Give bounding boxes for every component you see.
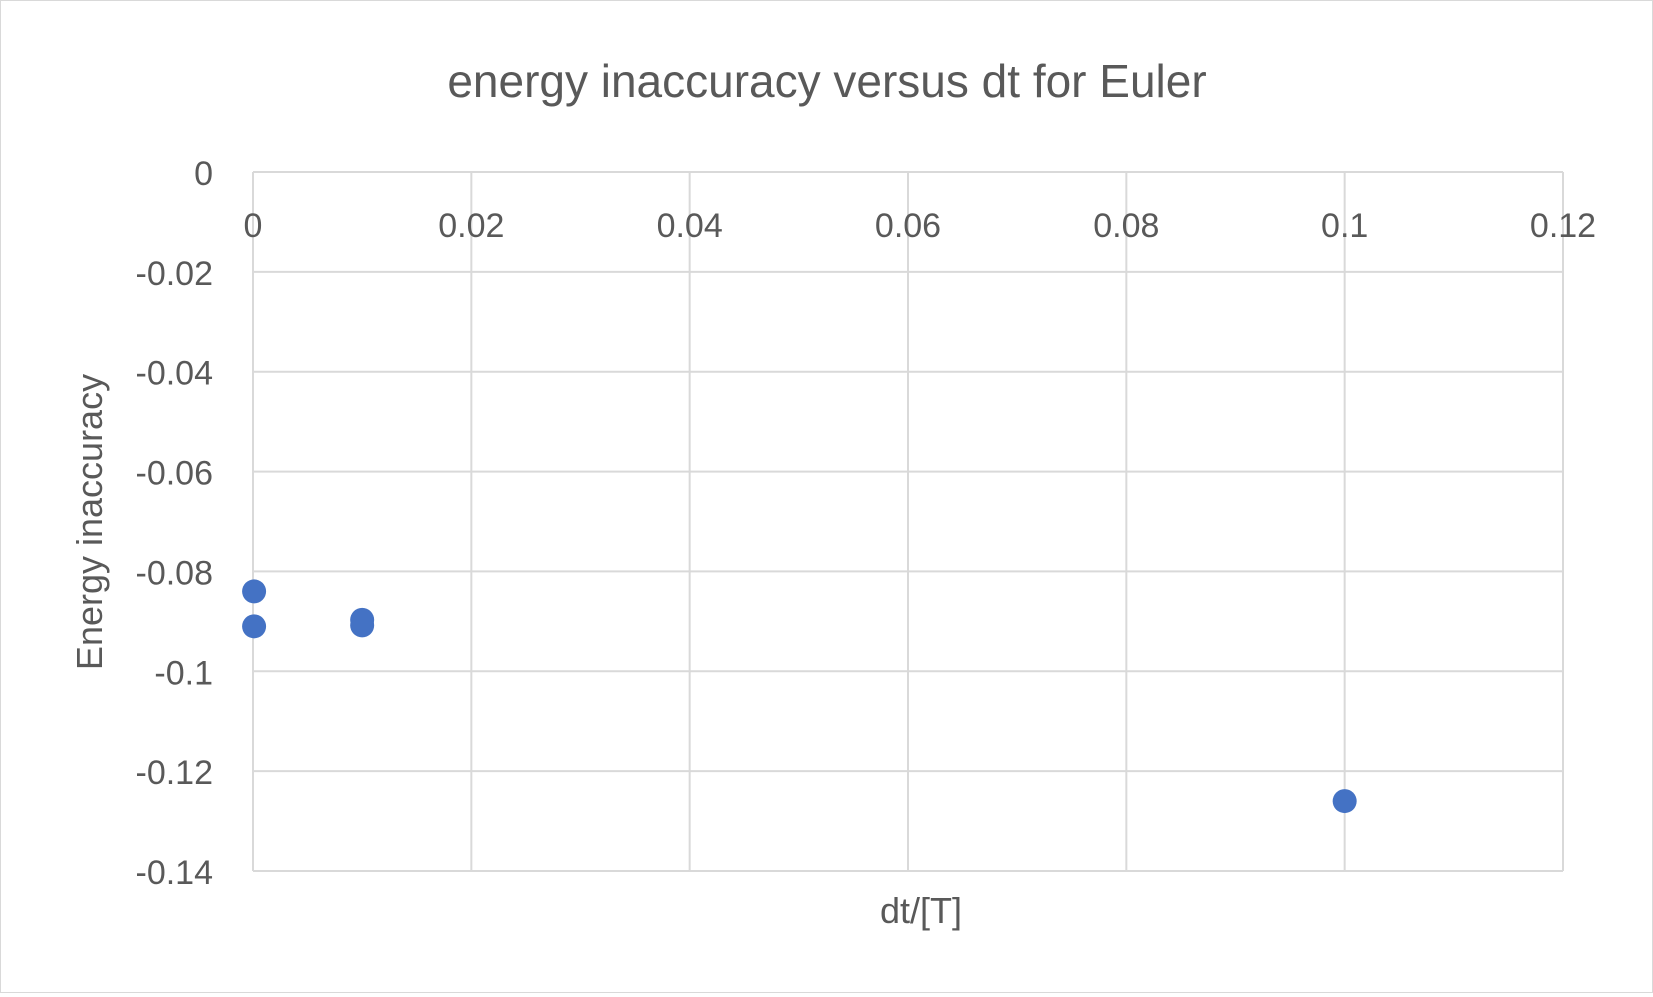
data-points <box>242 579 1357 814</box>
x-tick-label: 0.12 <box>1530 207 1596 245</box>
y-tick-label: -0.12 <box>136 754 214 792</box>
y-tick-label: -0.08 <box>136 554 214 592</box>
chart-title: energy inaccuracy versus dt for Euler <box>447 55 1206 107</box>
x-axis-title: dt/[T] <box>880 890 962 931</box>
x-tick-label: 0.04 <box>657 207 723 245</box>
y-tick-label: -0.02 <box>136 255 214 293</box>
y-tick-label: -0.1 <box>154 654 213 692</box>
grid-layer <box>252 171 1564 872</box>
y-tick-label: 0 <box>194 155 213 193</box>
x-tick-labels: 0 0.02 0.04 0.06 0.08 0.1 0.12 <box>244 207 1597 245</box>
data-point <box>242 614 267 639</box>
data-point <box>350 613 375 638</box>
x-tick-label: 0.1 <box>1321 207 1368 245</box>
data-point <box>1332 789 1357 814</box>
y-tick-label: -0.06 <box>136 455 214 493</box>
y-tick-label: -0.14 <box>136 854 214 892</box>
y-tick-label: -0.04 <box>136 355 214 393</box>
x-tick-label: 0.08 <box>1093 207 1159 245</box>
y-tick-labels: 0 -0.02 -0.04 -0.06 -0.08 -0.1 -0.12 -0.14 <box>136 155 214 892</box>
x-tick-label: 0 <box>244 207 263 245</box>
x-tick-label: 0.02 <box>438 207 504 245</box>
data-point <box>242 579 267 604</box>
x-tick-label: 0.06 <box>875 207 941 245</box>
y-axis-title: Energy inaccuracy <box>69 374 110 670</box>
